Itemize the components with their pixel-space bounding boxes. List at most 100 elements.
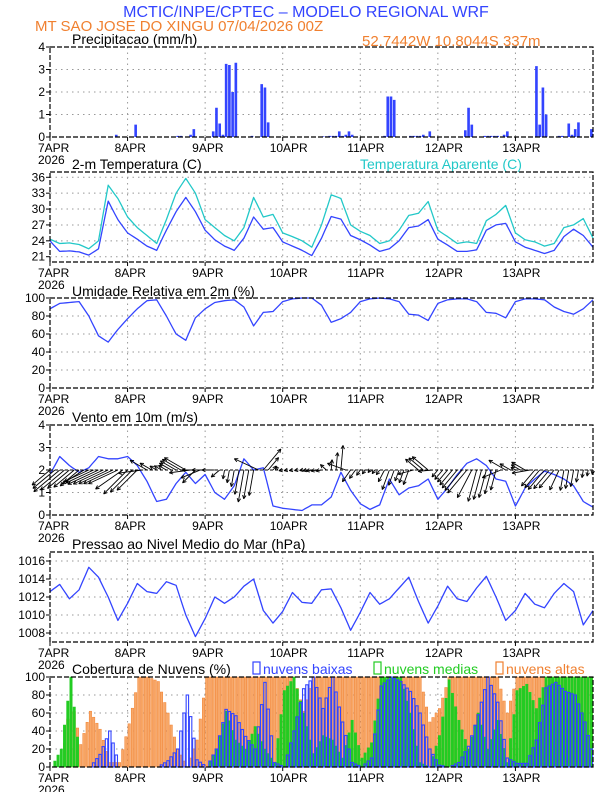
wind-arrow	[397, 469, 414, 475]
cloud-bar-medium	[69, 676, 73, 768]
legend-swatch	[373, 661, 382, 675]
wind-arrow	[403, 469, 410, 485]
precip-bar	[231, 92, 234, 137]
wind-arrow-head	[283, 467, 289, 473]
cloud-bar-low	[266, 708, 270, 768]
cloud-bar-low	[350, 761, 354, 768]
wind-arrow-head	[53, 483, 58, 488]
cloud-bar-medium	[56, 754, 60, 768]
wind-arrow-head	[149, 465, 154, 470]
cloud-bar-high	[85, 722, 89, 768]
cloud-bar-high	[121, 749, 125, 768]
panel-title: Cobertura de Nuvens (%)	[72, 661, 231, 677]
cloud-bar-low	[108, 730, 112, 768]
wind-arrow	[32, 469, 56, 489]
x-tick-label: 9APR	[192, 646, 224, 660]
cloud-bar-low	[314, 686, 319, 768]
wind-arrow	[467, 469, 478, 502]
wind-arrow-head	[371, 469, 376, 475]
cloud-bar-low	[104, 738, 109, 768]
wind-arrow-head	[361, 469, 367, 475]
y-tick-label: 1012	[18, 590, 45, 604]
precip-bar	[321, 136, 325, 137]
x-tick-label: 10APR	[270, 519, 308, 533]
legend-swatch	[252, 661, 261, 675]
y-tick-label: 1	[38, 108, 45, 122]
wind-arrow	[408, 457, 424, 471]
wind-arrow	[340, 445, 344, 471]
wind-arrow	[418, 469, 434, 472]
wind-arrow-head	[483, 489, 488, 495]
precip-bar	[234, 62, 238, 137]
cloud-bar-low	[91, 762, 96, 768]
wind-arrow-head	[319, 464, 325, 469]
cloud-bar-high	[205, 676, 209, 768]
precip-bar	[502, 134, 506, 137]
cloud-bar-low	[428, 748, 432, 768]
wind-arrow-head	[381, 485, 386, 490]
cloud-bar-low	[217, 735, 222, 768]
panel-title: Umidade Relativa em 2m (%)	[72, 283, 255, 299]
x-tick-label: 9APR	[192, 141, 224, 155]
x-tick-label: 8APR	[115, 646, 147, 660]
cloud-bar-medium	[457, 719, 461, 768]
cloud-bar-low	[175, 748, 180, 768]
wind-arrow-head	[394, 476, 399, 482]
y-tick-label: 1008	[18, 626, 45, 640]
precip-bar	[263, 87, 267, 137]
wind-arrow	[447, 469, 468, 494]
wind-arrow	[524, 469, 541, 488]
cloud-bar-low	[434, 759, 439, 768]
wind-arrow-head	[367, 468, 372, 474]
wind-arrow-head	[356, 471, 361, 476]
x-tick-label: 9APR	[192, 266, 224, 280]
cloud-bar-medium	[512, 714, 516, 768]
wind-arrow-head	[72, 480, 78, 485]
y-tick-label: 33	[32, 186, 46, 200]
wind-arrow-head	[191, 467, 196, 473]
cloud-bar-low	[554, 681, 558, 768]
wind-arrow	[103, 469, 128, 495]
wind-arrow-head	[481, 474, 487, 479]
wind-arrow-head	[398, 478, 403, 484]
wind-arrow	[65, 469, 94, 484]
series-line-humidity	[49, 297, 594, 343]
cloud-bar-high	[166, 712, 170, 768]
wind-arrow-head	[247, 491, 252, 496]
cloud-bar-high	[127, 723, 131, 768]
x-tick-label: 10APR	[270, 646, 308, 660]
precip-bar	[218, 123, 222, 137]
x-tick-label: 12APR	[425, 266, 463, 280]
wind-arrow	[398, 469, 405, 483]
wind-arrow-head	[305, 468, 311, 473]
station-label: MT SAO JOSE DO XINGU 07/04/2026 00Z	[35, 18, 323, 35]
wind-arrow-head	[472, 495, 477, 500]
cloud-bar-high	[156, 681, 160, 768]
wind-arrow-head	[88, 480, 93, 485]
wind-arrow-head	[210, 473, 216, 478]
wind-arrow	[473, 469, 482, 500]
x-tick-label: 7APR	[38, 266, 70, 280]
precip-bar	[389, 96, 393, 137]
cloud-bar-high	[202, 697, 205, 768]
wind-arrow	[441, 469, 458, 489]
cloud-bar-low	[356, 764, 361, 768]
x-tick-label: 12APR	[425, 519, 463, 533]
cloud-bar-medium	[441, 716, 445, 768]
y-tick-label: 2	[38, 85, 45, 99]
x-year-label: 2026	[38, 783, 65, 792]
y-tick-label: 40	[32, 724, 46, 738]
wind-arrow	[149, 465, 157, 471]
cloud-bar-low	[398, 680, 403, 768]
precip-bar	[560, 135, 564, 137]
panel-title: Precipitacao (mm/h)	[72, 31, 197, 47]
cloud-bar-low	[272, 761, 277, 768]
wind-arrow-head	[180, 474, 186, 479]
wind-arrow-head	[397, 471, 402, 476]
wind-arrow-head	[61, 480, 67, 485]
wind-arrow	[527, 469, 545, 490]
wind-arrow-head	[32, 484, 37, 489]
cloud-bar-medium	[447, 679, 451, 768]
cloud-bar-low	[259, 704, 264, 768]
